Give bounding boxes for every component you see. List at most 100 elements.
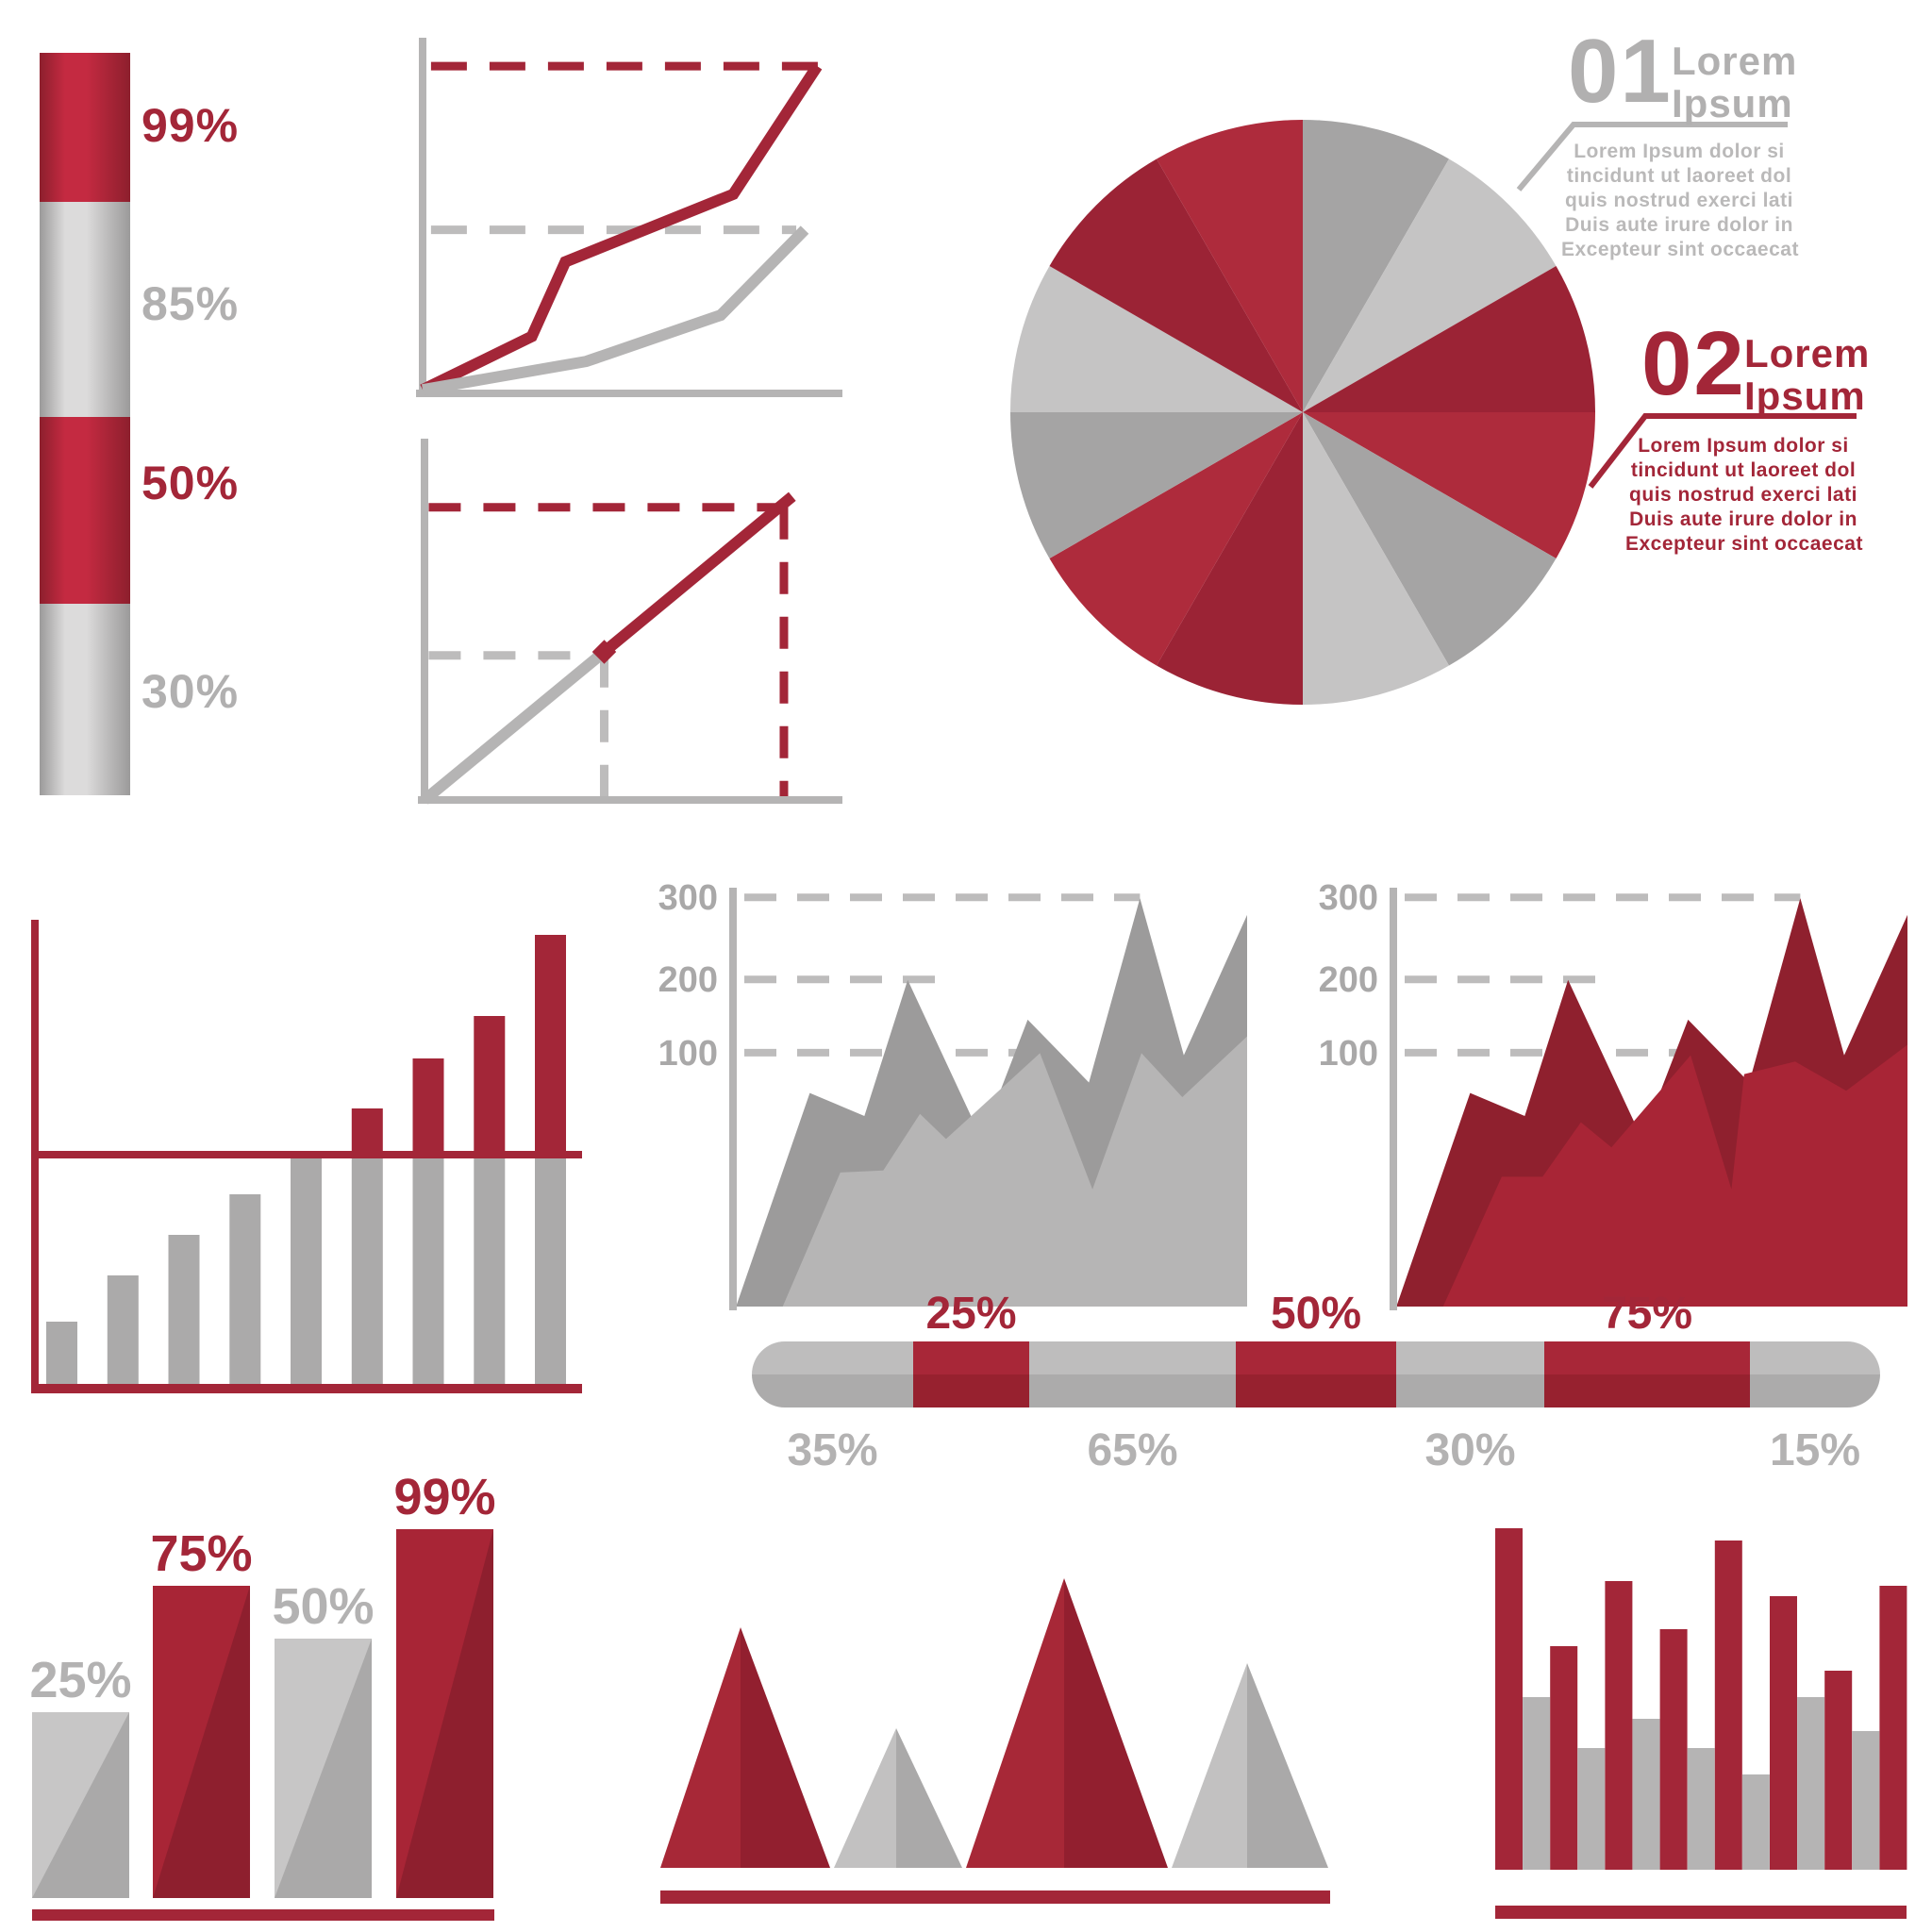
axis-tick-label: 300 [658, 878, 718, 918]
cylinder-segment [40, 604, 130, 795]
cylinder-segment [40, 53, 130, 202]
triangle-right-face [896, 1728, 962, 1868]
pie-chart [1010, 120, 1857, 705]
pill-label-below: 65% [1087, 1425, 1177, 1475]
triangle-right-face [741, 1627, 830, 1868]
cylinder-label-50: 50% [142, 457, 240, 509]
percent-bar-highlight [32, 1712, 129, 1898]
red-line [420, 62, 823, 395]
pie-slice [1049, 412, 1303, 666]
callout-01-line [1516, 122, 1788, 192]
mid-baseline [31, 1151, 582, 1158]
triangle-right-face [1247, 1663, 1328, 1868]
pill-segment-gray [1396, 1374, 1544, 1407]
percent-bar-label: 75% [150, 1525, 252, 1582]
baseline [32, 1909, 494, 1921]
axis-tick-label: 300 [1319, 878, 1378, 918]
x-axis [31, 1384, 582, 1393]
pill-segment-red [1544, 1374, 1750, 1407]
pie-slice [1303, 120, 1449, 412]
pill-segment-gray [752, 1341, 913, 1374]
cylinder-label-99: 99% [142, 99, 240, 152]
callout-02-body-line: quis nostrud exerci lati [1629, 484, 1857, 506]
pie-slice [1303, 412, 1449, 705]
percent-bar-chart: 25% 75% 50% 99% [29, 1469, 496, 1921]
area-front [782, 1036, 1247, 1307]
pill-label-above: 75% [1602, 1289, 1692, 1339]
callout-01-body: Lorem Ipsum dolor si tincidunt ut laoree… [1561, 140, 1798, 262]
pill-segment-red [1544, 1341, 1750, 1374]
cylinder-segment [40, 202, 130, 417]
gray-bar [1632, 1719, 1660, 1870]
pill-segment-gray [752, 1374, 913, 1407]
pie-slice [1010, 266, 1303, 412]
axis-tick-label: 100 [658, 1034, 718, 1074]
red-bar [412, 1058, 444, 1151]
callout-01-number: 01 [1568, 21, 1673, 122]
callout-01-body-line: quis nostrud exerci lati [1565, 190, 1793, 211]
area-front [1442, 1044, 1907, 1307]
callout-01-title: Lorem Ipsum [1672, 40, 1797, 125]
red-bar [1659, 1629, 1688, 1870]
gray-bar [1852, 1731, 1880, 1870]
axis-tick-label: 200 [658, 960, 718, 1000]
red-bar [535, 935, 566, 1151]
callout-01-body-line: tincidunt ut laoreet dol [1566, 165, 1792, 187]
pie-slice [1157, 120, 1303, 412]
gray-bar [1687, 1748, 1715, 1870]
gray-bar [107, 1275, 139, 1384]
axis-tick-label: 100 [1319, 1034, 1378, 1074]
red-line [600, 491, 796, 657]
pill-segment-red [1236, 1374, 1396, 1407]
red-bar [1824, 1671, 1853, 1870]
triangle-right-face [1064, 1578, 1168, 1868]
cylinder-gauge [40, 53, 130, 795]
pill-segment-red [1236, 1341, 1396, 1374]
red-bar [1550, 1646, 1578, 1870]
pill-segment-gray [1396, 1341, 1544, 1374]
stacked-bar-chart [31, 920, 582, 1393]
pill-label-below: 15% [1770, 1425, 1860, 1475]
pill-segment-gray [1029, 1374, 1236, 1407]
line-chart-bottom [418, 439, 842, 805]
gray-bar [168, 1235, 200, 1384]
pill-label-below: 30% [1424, 1425, 1515, 1475]
baseline [660, 1890, 1330, 1904]
progress-pill: 35% 25% 65% 50% 30% 75% 15% [752, 1289, 1880, 1475]
gray-bar [229, 1194, 261, 1384]
red-bar [1714, 1541, 1742, 1870]
triangle-left-face [1172, 1663, 1247, 1868]
axis-tick-label: 200 [1319, 960, 1378, 1000]
callout-02-title: Lorem Ipsum [1744, 332, 1870, 417]
pill-segment-gray [1750, 1341, 1880, 1374]
percent-bar-label: 50% [272, 1578, 374, 1635]
y-axis [1390, 888, 1397, 1310]
gray-line [421, 225, 809, 396]
triangle-left-face [966, 1578, 1064, 1868]
gray-bar [46, 1322, 77, 1384]
pill-segment-red [913, 1341, 1029, 1374]
gray-bar [1741, 1774, 1770, 1870]
pie-slice [1303, 266, 1595, 412]
pie-slice [1303, 158, 1557, 412]
callout-02-body-line: Lorem Ipsum dolor si [1638, 435, 1849, 457]
callout-01-title-line1: Lorem [1672, 39, 1798, 83]
alternating-bar-chart [1495, 1528, 1907, 1919]
callout-01-title-line2: Ipsum [1672, 81, 1793, 125]
cylinder-label-85: 85% [142, 277, 240, 330]
red-bar [1879, 1586, 1907, 1870]
gray-bar [1577, 1748, 1606, 1870]
red-bar [351, 1108, 383, 1151]
cylinder-label-30: 30% [142, 665, 240, 718]
gray-bar [474, 1158, 506, 1384]
y-axis [421, 439, 428, 804]
gray-line [421, 647, 608, 805]
pie-slice [1303, 412, 1557, 666]
baseline [1495, 1906, 1907, 1919]
line-marker [591, 640, 617, 664]
pill-label-above: 25% [925, 1289, 1016, 1339]
percent-bar-highlight [153, 1586, 250, 1898]
cylinder-segment [40, 417, 130, 604]
